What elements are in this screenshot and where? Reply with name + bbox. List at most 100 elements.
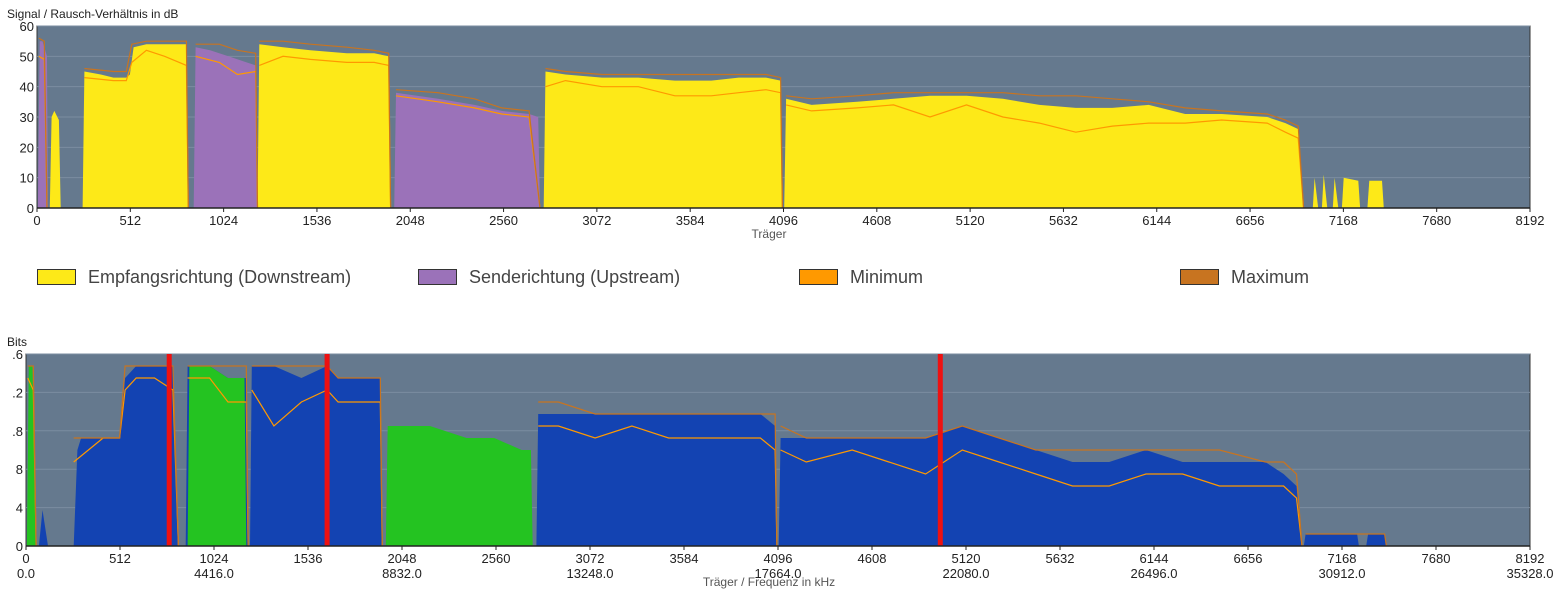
series-line bbox=[786, 92, 1305, 209]
bits-series bbox=[26, 365, 1387, 547]
legend-label-minimum: Minimum bbox=[850, 266, 924, 287]
x-tick-label: 1536 bbox=[302, 213, 331, 228]
snr-series bbox=[37, 37, 1384, 209]
y-tick-label: 60 bbox=[20, 19, 34, 34]
series-line bbox=[545, 79, 783, 209]
series-area bbox=[73, 366, 179, 546]
series-area bbox=[1341, 177, 1361, 208]
series-line bbox=[251, 389, 383, 547]
y-tick-label: 8 bbox=[16, 462, 23, 477]
snr-chart: Signal / Rausch-Verhältnis in dB 0 512 102… bbox=[7, 7, 1544, 241]
series-line bbox=[84, 49, 189, 209]
x-tick-label: 512 bbox=[109, 551, 131, 566]
x-tick-label: 1536 bbox=[294, 551, 323, 566]
y-tick-label: 0 bbox=[27, 201, 34, 216]
marker-line bbox=[166, 354, 172, 546]
series-area bbox=[193, 47, 258, 209]
series-area bbox=[1332, 177, 1339, 208]
series-line bbox=[38, 37, 48, 209]
x-tick-label: 5120 bbox=[956, 213, 985, 228]
legend-item-maximum[interactable]: Maximum bbox=[1180, 262, 1309, 292]
series-line bbox=[545, 67, 783, 209]
x-tick-label: 6144 bbox=[1142, 213, 1171, 228]
x-tick-label: 1024 bbox=[200, 551, 229, 566]
series-line bbox=[84, 40, 189, 209]
snr-chart-title: Signal / Rausch-Verhältnis in dB bbox=[7, 7, 178, 21]
x-tick-label: 6656 bbox=[1234, 551, 1263, 566]
series-line bbox=[1305, 533, 1387, 547]
x-tick-label: 7168 bbox=[1328, 551, 1357, 566]
marker-line bbox=[937, 354, 943, 546]
snr-y-ticks: 0 10 20 30 40 50 60 bbox=[20, 19, 34, 216]
x-tick-label: 4608 bbox=[858, 551, 887, 566]
legend-item-downstream[interactable]: Empfangsrichtung (Downstream) bbox=[37, 262, 351, 292]
series-line bbox=[780, 449, 1303, 547]
series-area bbox=[385, 426, 533, 546]
x-tick-label: 7680 bbox=[1422, 213, 1451, 228]
series-area bbox=[26, 366, 37, 546]
snr-x-title: Träger bbox=[752, 227, 787, 241]
y-tick-label: 30 bbox=[20, 110, 34, 125]
x-tick-label: 7168 bbox=[1329, 213, 1358, 228]
x-tick-label: 5120 bbox=[952, 551, 981, 566]
x-tick-khz-label: 17664.0 bbox=[755, 566, 802, 581]
series-3 bbox=[38, 37, 1305, 209]
legend-label-maximum: Maximum bbox=[1231, 266, 1310, 287]
x-tick-khz-label: 26496.0 bbox=[1131, 566, 1178, 581]
y-tick-label: 0 bbox=[16, 539, 23, 554]
x-tick-label: 7680 bbox=[1422, 551, 1451, 566]
y-tick-label: 40 bbox=[20, 80, 34, 95]
series-1 bbox=[37, 41, 540, 209]
series-line bbox=[195, 43, 259, 209]
x-tick-label: 0 bbox=[33, 213, 40, 228]
series-line bbox=[785, 104, 1305, 209]
x-tick-label: 5632 bbox=[1046, 551, 1075, 566]
series-line bbox=[251, 365, 383, 547]
snr-x-ticks: 0 512 1024 1536 2048 2560 3072 3584 4096 4608 5120… bbox=[33, 208, 1544, 228]
series-area bbox=[187, 366, 247, 546]
series-area bbox=[38, 510, 48, 546]
series-area bbox=[394, 92, 540, 208]
series-area bbox=[1366, 534, 1387, 546]
x-tick-label: 4096 bbox=[764, 551, 793, 566]
x-tick-label: 6144 bbox=[1140, 551, 1169, 566]
marker-line bbox=[324, 354, 330, 546]
x-tick-khz-label: 35328.0 bbox=[1507, 566, 1554, 581]
series-0 bbox=[38, 366, 1387, 546]
series-line bbox=[780, 425, 1303, 547]
bits-x-ticks: 0 512 1024 1536 2048 2560 3072 3584 4096 4608 5120… bbox=[17, 546, 1554, 581]
series-line bbox=[395, 89, 541, 209]
bits-y-ticks: 0 4 8 .8 .2 .6 bbox=[12, 347, 23, 554]
legend-item-upstream[interactable]: Senderichtung (Upstream) bbox=[418, 262, 680, 292]
series-area bbox=[82, 44, 189, 209]
y-tick-label: .6 bbox=[12, 347, 23, 362]
series-line bbox=[187, 365, 249, 547]
x-tick-label: 3584 bbox=[676, 213, 705, 228]
x-tick-label: 0 bbox=[22, 551, 29, 566]
y-tick-label: .2 bbox=[12, 385, 23, 400]
x-tick-label: 2560 bbox=[482, 551, 511, 566]
x-tick-label: 8192 bbox=[1516, 213, 1545, 228]
legend-item-minimum[interactable]: Minimum bbox=[799, 262, 923, 292]
x-tick-label: 2048 bbox=[388, 551, 417, 566]
x-tick-label: 4096 bbox=[769, 213, 798, 228]
x-tick-label: 3584 bbox=[670, 551, 699, 566]
y-tick-label: .8 bbox=[12, 424, 23, 439]
x-tick-label: 3072 bbox=[576, 551, 605, 566]
x-tick-label: 512 bbox=[119, 213, 141, 228]
series-area bbox=[1312, 177, 1319, 208]
x-tick-label: 8192 bbox=[1516, 551, 1545, 566]
series-area bbox=[1367, 180, 1384, 208]
x-tick-khz-label: 8832.0 bbox=[382, 566, 422, 581]
series-line bbox=[259, 40, 392, 209]
series-area bbox=[778, 426, 1302, 546]
legend-swatch-downstream bbox=[37, 269, 76, 285]
legend-label-upstream: Senderichtung (Upstream) bbox=[469, 266, 681, 287]
legend-swatch-upstream bbox=[418, 269, 457, 285]
legend-label-downstream: Empfangsrichtung (Downstream) bbox=[88, 266, 352, 287]
bits-markers bbox=[166, 354, 943, 546]
x-tick-khz-label: 30912.0 bbox=[1319, 566, 1366, 581]
legend: Empfangsrichtung (Downstream) Sendericht… bbox=[0, 262, 1566, 292]
series-area bbox=[1321, 174, 1328, 208]
series-area bbox=[257, 44, 391, 209]
